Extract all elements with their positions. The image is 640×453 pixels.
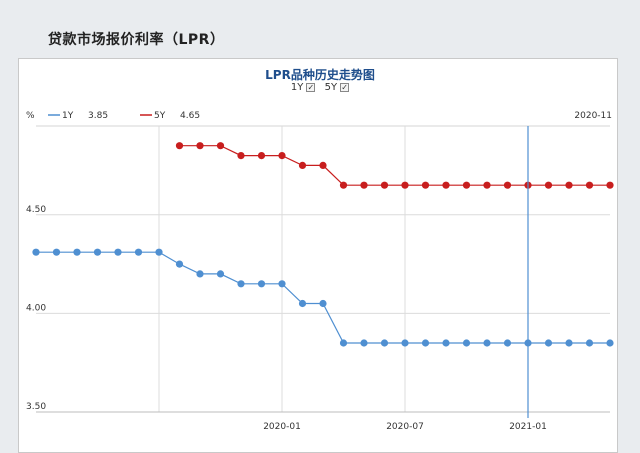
data-point-5y[interactable]	[462, 181, 471, 189]
data-point-1y[interactable]	[606, 339, 614, 347]
data-point-1y[interactable]	[216, 270, 225, 278]
data-point-5y[interactable]	[216, 142, 225, 150]
page-heading: 贷款市场报价利率（LPR）	[48, 32, 225, 48]
data-point-1y[interactable]	[257, 280, 266, 288]
data-point-5y[interactable]	[196, 142, 204, 150]
data-point-5y[interactable]	[442, 181, 450, 189]
data-point-1y[interactable]	[298, 299, 307, 308]
data-point-1y[interactable]	[360, 339, 368, 347]
data-point-1y[interactable]	[585, 339, 594, 347]
data-point-1y[interactable]	[462, 339, 471, 347]
y-tick-label: 3.50	[26, 402, 46, 412]
data-point-1y[interactable]	[339, 339, 348, 347]
data-point-1y[interactable]	[52, 248, 61, 256]
data-point-1y[interactable]	[442, 339, 450, 347]
legend-value-5y: 4.65	[180, 111, 200, 121]
toggle-1y-checkbox[interactable]: ✓	[306, 83, 316, 92]
legend-value-1y: 3.85	[88, 111, 108, 121]
toggle-5y-checkbox[interactable]: ✓	[340, 83, 350, 92]
data-point-5y[interactable]	[339, 181, 348, 189]
x-tick-label: 2020-01	[263, 422, 301, 432]
series-toggles: 1Y ✓ 5Y ✓	[0, 82, 640, 93]
data-point-1y[interactable]	[196, 270, 204, 278]
x-start-tick-label: 2020-11	[574, 111, 612, 121]
y-tick-label: 4.50	[26, 205, 46, 215]
data-point-1y[interactable]	[319, 299, 327, 308]
toggle-1y[interactable]: 1Y ✓	[290, 82, 316, 93]
data-point-1y[interactable]	[483, 339, 491, 347]
toggle-1y-label: 1Y	[290, 82, 304, 93]
x-tick-label: 2021-01	[509, 422, 547, 432]
data-point-5y[interactable]	[401, 181, 409, 189]
data-point-5y[interactable]	[257, 152, 266, 160]
data-point-1y[interactable]	[401, 339, 409, 347]
data-point-1y[interactable]	[93, 248, 102, 256]
data-point-5y[interactable]	[585, 181, 594, 189]
toggle-5y[interactable]: 5Y ✓	[324, 82, 350, 93]
data-point-5y[interactable]	[565, 181, 573, 189]
data-point-1y[interactable]	[134, 248, 143, 256]
data-point-5y[interactable]	[298, 161, 307, 169]
data-point-5y[interactable]	[544, 181, 553, 189]
series-layer	[32, 142, 614, 347]
data-point-5y[interactable]	[278, 152, 286, 160]
data-point-5y[interactable]	[237, 152, 245, 160]
data-point-5y[interactable]	[175, 142, 184, 150]
legend: % 2020-11 1Y 3.85 5Y 4.65	[26, 111, 612, 121]
data-point-5y[interactable]	[483, 181, 491, 189]
y-unit-label: %	[26, 111, 35, 121]
y-tick-label: 4.00	[26, 303, 46, 313]
data-point-1y[interactable]	[421, 339, 430, 347]
legend-name-5y: 5Y	[154, 111, 166, 121]
data-point-1y[interactable]	[155, 248, 163, 256]
data-point-1y[interactable]	[565, 339, 573, 347]
data-point-1y[interactable]	[237, 280, 245, 288]
legend-name-1y: 1Y	[62, 111, 74, 121]
data-point-5y[interactable]	[380, 181, 389, 189]
axes: 3.50 4.00 4.50 2020-01 2020-07 2021-01	[26, 205, 610, 432]
data-point-5y[interactable]	[503, 181, 512, 189]
data-point-1y[interactable]	[278, 280, 286, 288]
data-point-5y[interactable]	[421, 181, 430, 189]
x-tick-label: 2020-07	[386, 422, 424, 432]
data-point-1y[interactable]	[380, 339, 389, 347]
data-point-1y[interactable]	[544, 339, 553, 347]
data-point-5y[interactable]	[606, 181, 614, 189]
chart-title: LPR品种历史走势图	[265, 68, 375, 82]
data-point-1y[interactable]	[73, 248, 81, 256]
data-point-1y[interactable]	[32, 248, 40, 256]
toggle-5y-label: 5Y	[324, 82, 338, 93]
data-point-1y[interactable]	[175, 260, 184, 268]
series-line-1y	[36, 251, 610, 344]
data-point-5y[interactable]	[319, 161, 327, 169]
data-point-1y[interactable]	[114, 248, 122, 256]
series-line-5y	[179, 145, 610, 186]
data-point-5y[interactable]	[360, 181, 368, 189]
data-point-1y[interactable]	[503, 339, 512, 347]
